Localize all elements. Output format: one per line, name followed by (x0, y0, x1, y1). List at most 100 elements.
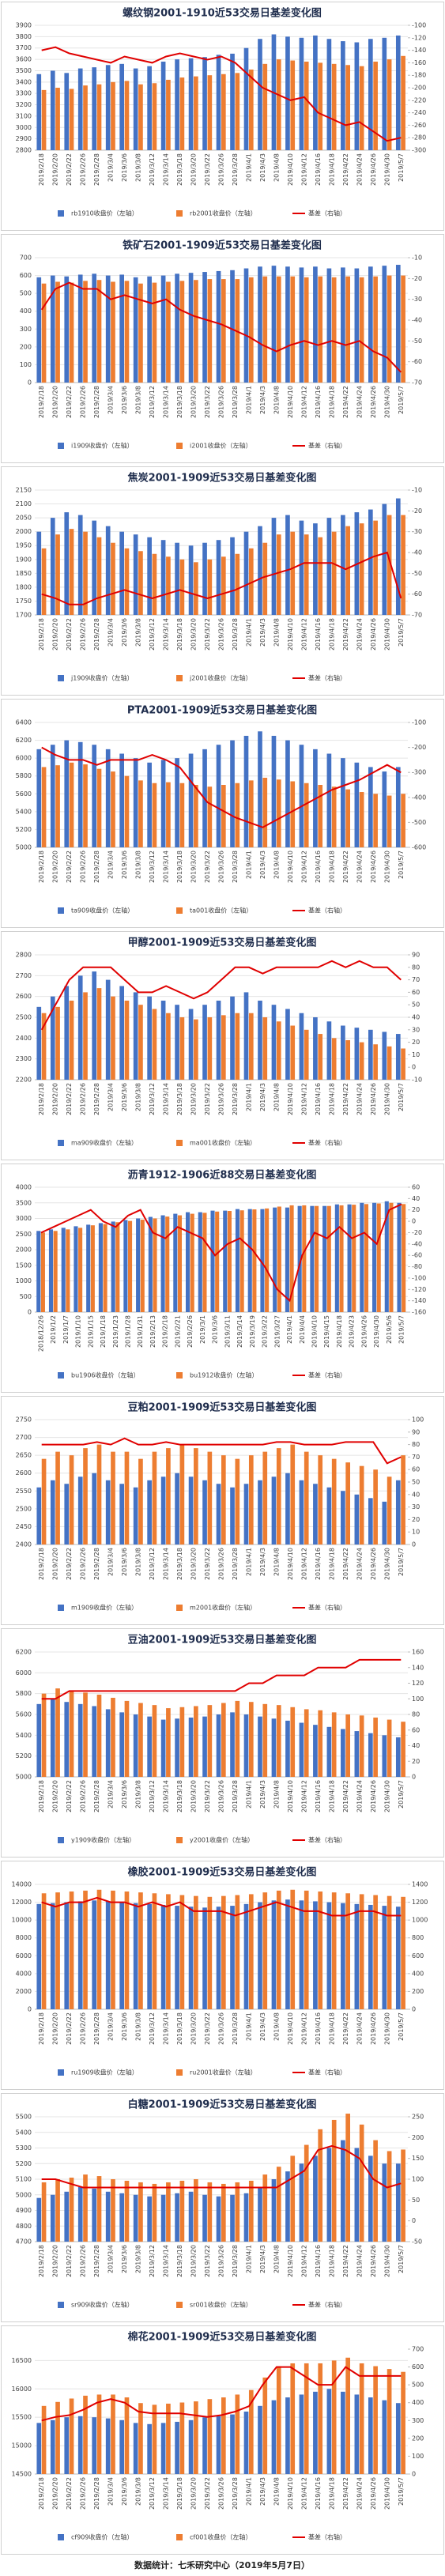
x-tick-label: 2019/3/28 (232, 2245, 239, 2277)
legend-label: cf909收盘价（左轴） (71, 2533, 133, 2541)
bar (382, 1032, 387, 1080)
bar (133, 758, 138, 847)
x-tick-label: 2019/4/10 (287, 2245, 294, 2277)
y2-tick-label: -100 (412, 22, 426, 29)
bar (111, 542, 115, 615)
x-tick-label: 2019/3/12 (149, 153, 156, 186)
bar (359, 2363, 364, 2474)
bar (147, 996, 152, 1080)
bar (318, 1034, 323, 1080)
bar (299, 520, 304, 615)
x-tick-label: 2019/3/8 (135, 618, 142, 647)
bar (299, 2163, 304, 2242)
x-tick-label: 2019/4/22 (342, 1083, 349, 1115)
y2-tick-label: 40 (412, 1491, 420, 1498)
bar (382, 2163, 387, 2242)
bar (188, 1717, 194, 1777)
bar (166, 556, 171, 615)
x-tick-label: 2019/4/22 (342, 2245, 349, 2277)
legend-swatch (176, 1372, 183, 1379)
bar (354, 1731, 360, 1777)
bar (290, 1025, 296, 1080)
bar (105, 526, 111, 615)
y-tick-label: 5000 (16, 2191, 32, 2198)
y-tick-label: 14000 (12, 1881, 32, 1888)
bar (318, 62, 323, 150)
y2-tick-label: 0 (412, 2471, 416, 2478)
bar (313, 1901, 318, 2009)
y-tick-label: 15500 (12, 2414, 32, 2421)
bar (271, 2400, 277, 2474)
chart-title: PTA2001-1909近53交易日基差变化图 (127, 704, 317, 717)
x-tick-label: 2019/4/22 (342, 618, 349, 651)
chart-title: 白糖2001-1909近53交易日基差变化图 (128, 2099, 317, 2111)
legend-swatch (58, 443, 64, 449)
x-tick-label: 2019/4/8 (273, 850, 280, 879)
x-tick-label: 2019/2/28 (93, 1780, 100, 1812)
legend-label: ta001收盘价（左轴） (190, 907, 252, 915)
x-tick-label: 2019/3/8 (135, 1548, 142, 1576)
bar (55, 1006, 60, 1080)
bar (252, 1209, 257, 1312)
bar (331, 2119, 337, 2242)
bar (179, 1707, 185, 1777)
x-tick-label: 2019/1/15 (87, 1315, 94, 1348)
bar (230, 2194, 235, 2242)
bar (243, 47, 249, 151)
bar (105, 1901, 111, 2009)
bar (138, 1458, 143, 1544)
line (40, 1203, 402, 1303)
bar (359, 1715, 364, 1777)
bar (77, 515, 83, 615)
legend-swatch (176, 443, 183, 449)
chart-title: 甲醇2001-1909近53交易日基差变化图 (128, 937, 317, 949)
y2-tick-label: 30 (412, 1503, 420, 1511)
x-tick-label: 2019/2/18 (38, 850, 45, 883)
bar (262, 1017, 268, 1080)
bar (285, 36, 290, 151)
bar (326, 1205, 331, 1312)
bar (354, 42, 360, 150)
bar (382, 771, 387, 847)
bar (179, 1444, 185, 1544)
bar (387, 275, 392, 383)
bar (90, 1225, 95, 1312)
bar (147, 2196, 152, 2242)
bar (64, 73, 70, 150)
bar (276, 2167, 281, 2242)
bar (299, 37, 304, 150)
y-tick-label: 2800 (16, 147, 32, 154)
x-tick-label: 2019/3/26 (218, 1083, 225, 1115)
y2-tick-label: -280 (412, 134, 426, 141)
bar (133, 1903, 138, 2009)
bar (401, 515, 405, 615)
x-tick-label: 2019/4/24 (356, 618, 363, 651)
y2-tick-label: 10 (412, 1529, 420, 1536)
bar (69, 89, 74, 150)
x-tick-label: 2019/3/26 (218, 2477, 225, 2510)
bar (96, 1889, 102, 2009)
y2-tick-label: 700 (412, 2346, 424, 2353)
bar (382, 1735, 387, 1777)
x-tick-label: 2019/3/6 (212, 1315, 219, 1344)
y2-tick-label: -300 (412, 147, 426, 154)
bar (397, 1202, 402, 1312)
bar (359, 1042, 364, 1080)
bar (304, 2144, 309, 2242)
bar (262, 2174, 268, 2242)
legend-swatch (176, 1605, 183, 1611)
x-tick-label: 2019/3/22 (204, 2477, 211, 2510)
bar (345, 526, 350, 615)
bar (166, 2403, 171, 2474)
bar (119, 531, 125, 615)
bar (133, 992, 138, 1080)
y-tick-label: 15000 (12, 2442, 32, 2450)
x-tick-label: 2019/2/22 (66, 618, 73, 651)
bar (341, 1491, 345, 1544)
bar (341, 515, 345, 615)
x-tick-label: 2019/2/22 (66, 1780, 73, 1812)
x-tick-label: 2019/2/20 (52, 2245, 59, 2277)
bar (387, 1719, 392, 1777)
chart-title: 沥青1912-1906近88交易日基差变化图 (128, 1169, 317, 1182)
bar (188, 1907, 194, 2009)
